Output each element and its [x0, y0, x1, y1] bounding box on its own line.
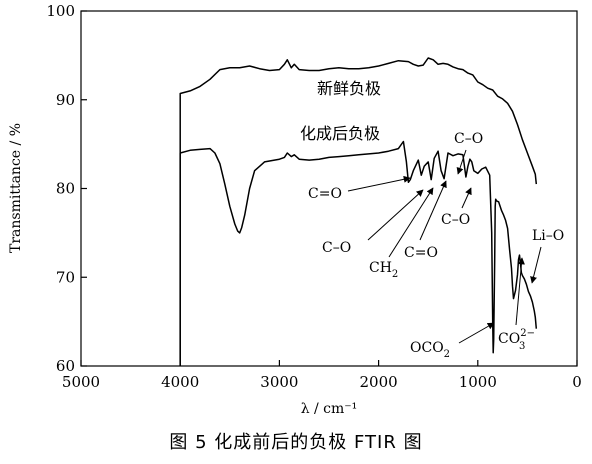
annotation-label: C–O — [441, 212, 470, 228]
annotation-arrow — [530, 246, 542, 284]
annotation-label: CH2 — [369, 260, 398, 280]
annotation-label: C–O — [454, 131, 483, 147]
annotation-label: C–O — [322, 240, 351, 256]
annotation-superscript: 2− — [520, 328, 535, 339]
annotation-label: C=O — [404, 245, 438, 261]
annotation-text: C=O — [308, 186, 342, 202]
annotation-text: CH — [369, 260, 392, 276]
annotation-label: OCO2 — [410, 340, 450, 360]
x-axis-ticks: 5000 4000 3000 2000 1000 0 — [62, 360, 582, 391]
annotation-subscript: 2 — [392, 269, 398, 280]
x-tick-label: 3000 — [260, 373, 298, 391]
annotation-subscript: 3 — [519, 341, 525, 352]
annotation-text: CO — [498, 331, 520, 347]
annotation-text: C=O — [404, 245, 438, 261]
annotation-arrow — [347, 175, 411, 192]
series-line-0 — [179, 57, 538, 366]
annotation-arrow — [461, 187, 472, 209]
y-tick-label: 80 — [56, 180, 75, 198]
annotation-label: Li–O — [532, 228, 564, 244]
annotation-text: Li–O — [532, 228, 564, 244]
annotation-subscript: 2 — [444, 349, 450, 360]
series-name-label-1: 化成后负极 — [300, 124, 380, 143]
annotation-text: C–O — [454, 131, 483, 147]
annotation-arrow — [367, 189, 424, 241]
annotation-arrow — [515, 257, 525, 326]
y-axis-ticks: 60 70 80 90 100 — [46, 2, 87, 375]
series-line-1 — [179, 140, 538, 366]
annotation-arrow — [458, 322, 495, 344]
series-name-label-0: 新鲜负极 — [317, 79, 381, 98]
y-tick-label: 70 — [56, 268, 75, 286]
figure-caption: 图 5 化成前后的负极 FTIR 图 — [169, 432, 423, 453]
annotation-arrow — [419, 180, 447, 241]
annotation-text: C–O — [441, 212, 470, 228]
annotation-label: CO2− 3 — [498, 328, 535, 352]
x-tick-label: 1000 — [459, 373, 497, 391]
x-tick-label: 0 — [572, 373, 582, 391]
annotation-arrow — [388, 187, 434, 258]
y-tick-label: 90 — [56, 91, 75, 109]
annotation-text: OCO — [410, 340, 444, 356]
x-tick-label: 5000 — [62, 373, 100, 391]
annotation-text: C–O — [322, 240, 351, 256]
y-axis-label: Transmittance / % — [8, 123, 24, 253]
x-tick-label: 4000 — [161, 373, 199, 391]
y-tick-label: 100 — [46, 2, 75, 20]
y-tick-label: 60 — [56, 357, 75, 375]
x-tick-label: 2000 — [360, 373, 398, 391]
annotation-label: C=O — [308, 186, 342, 202]
annotation-arrow — [456, 149, 467, 175]
x-axis-label: λ / cm⁻¹ — [301, 401, 358, 417]
